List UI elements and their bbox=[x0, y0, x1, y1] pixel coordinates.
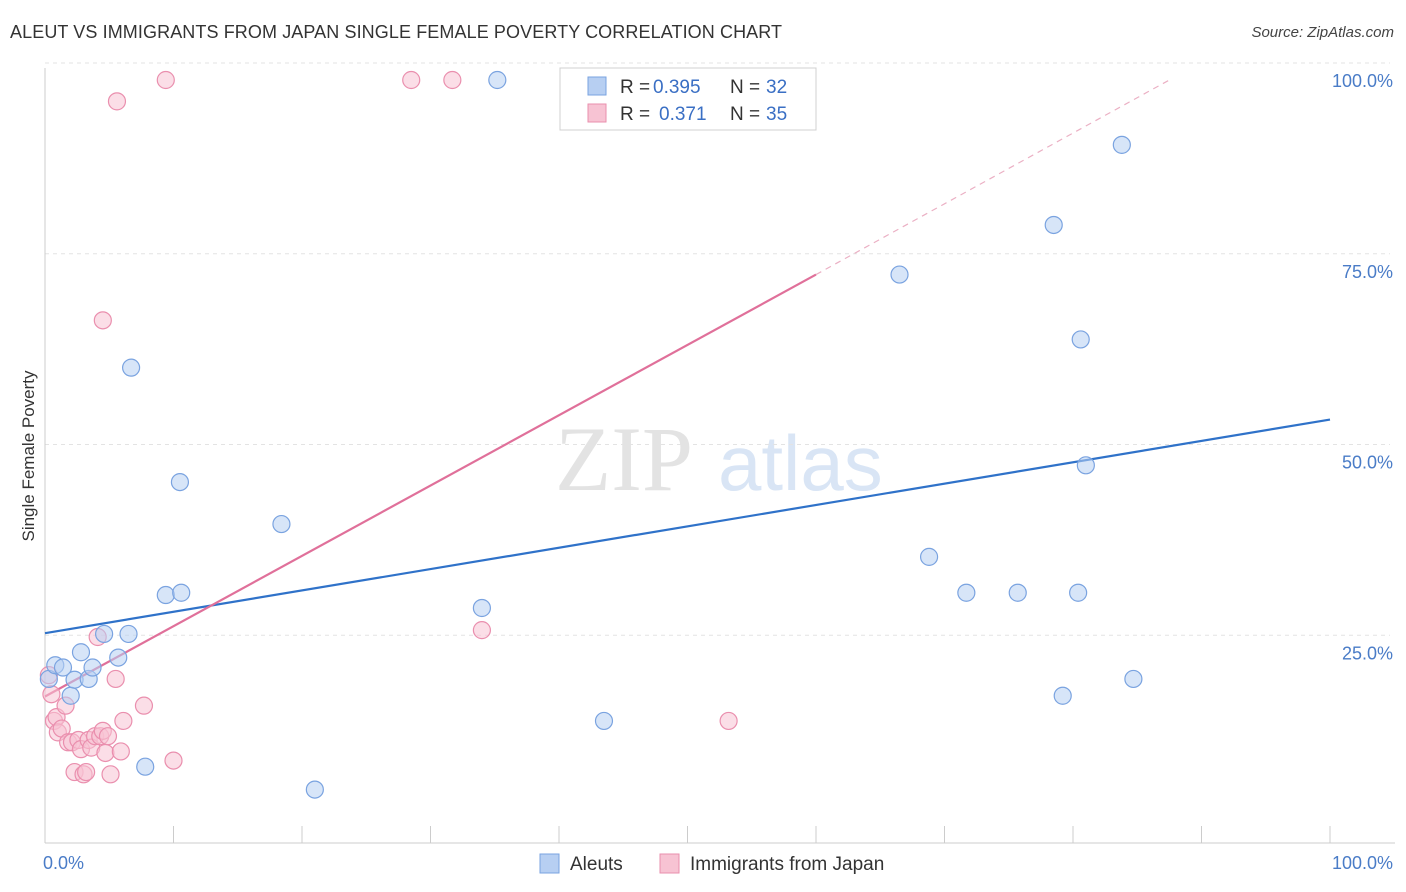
y-tick-label-3: 100.0% bbox=[1332, 71, 1393, 91]
gridlines bbox=[45, 62, 1390, 636]
point-aleuts-19 bbox=[488, 70, 507, 90]
point-aleuts-18 bbox=[472, 598, 491, 618]
point-aleuts-8 bbox=[95, 624, 114, 644]
x-tick-labels: 0.0% 100.0% bbox=[43, 853, 1393, 873]
point-japan-1 bbox=[42, 685, 61, 704]
point-aleuts-15 bbox=[121, 358, 141, 377]
point-aleuts-22 bbox=[1044, 215, 1063, 235]
axes bbox=[44, 68, 1395, 844]
point-aleuts-11 bbox=[136, 757, 155, 776]
point-aleuts-27 bbox=[1053, 686, 1072, 705]
point-aleuts-30 bbox=[1071, 330, 1090, 349]
stats-legend: R = 0.395 N = 32 R = 0.371 N = 35 bbox=[559, 67, 817, 131]
legend-label-aleuts: Aleuts bbox=[570, 854, 623, 875]
trend-line-aleuts bbox=[44, 418, 1331, 635]
point-aleuts-14 bbox=[172, 583, 191, 602]
point-aleuts-7 bbox=[83, 658, 102, 677]
point-aleuts-13 bbox=[170, 473, 190, 492]
point-japan-25 bbox=[114, 711, 133, 731]
stats-n-label-japan: N = bbox=[730, 104, 760, 125]
y-tick-label-1: 50.0% bbox=[1342, 453, 1393, 473]
stats-r-label-japan: R = bbox=[620, 104, 650, 125]
y-tick-labels: 25.0% 50.0% 75.0% 100.0% bbox=[1332, 71, 1393, 663]
point-aleuts-29 bbox=[1124, 669, 1143, 689]
point-aleuts-10 bbox=[119, 624, 138, 644]
stats-r-value-aleuts: 0.395 bbox=[653, 77, 701, 98]
point-japan-32 bbox=[443, 70, 462, 90]
stats-n-label-aleuts: N = bbox=[730, 77, 760, 98]
point-japan-21 bbox=[98, 727, 118, 746]
legend-swatch-japan bbox=[659, 853, 680, 874]
point-aleuts-23 bbox=[919, 547, 939, 566]
legend-label-japan: Immigrants from Japan bbox=[690, 854, 884, 875]
stats-r-label-aleuts: R = bbox=[620, 77, 650, 98]
point-japan-26 bbox=[134, 696, 154, 715]
stats-n-value-aleuts: 32 bbox=[766, 77, 787, 98]
point-aleuts-26 bbox=[1069, 583, 1088, 602]
point-japan-13 bbox=[77, 762, 96, 782]
point-japan-31 bbox=[402, 70, 421, 90]
point-japan-24 bbox=[111, 742, 130, 761]
point-japan-23 bbox=[106, 669, 125, 689]
stats-legend-swatch-aleuts bbox=[587, 76, 607, 96]
point-aleuts-28 bbox=[1076, 456, 1095, 475]
trend-lines bbox=[44, 79, 1331, 698]
point-japan-30 bbox=[156, 70, 175, 90]
y-tick-label-2: 75.0% bbox=[1342, 262, 1393, 282]
point-japan-33 bbox=[472, 621, 491, 640]
point-aleuts-24 bbox=[957, 583, 976, 602]
point-japan-29 bbox=[107, 92, 127, 111]
series-legend: Aleuts Immigrants from Japan bbox=[539, 853, 884, 875]
point-aleuts-5 bbox=[71, 643, 91, 662]
point-aleuts-25 bbox=[1008, 583, 1027, 602]
stats-n-value-japan: 35 bbox=[766, 104, 787, 125]
stats-r-value-japan: 0.371 bbox=[659, 104, 707, 125]
watermark-atlas: atlas bbox=[718, 419, 883, 507]
point-aleuts-3 bbox=[61, 686, 80, 705]
point-aleuts-20 bbox=[594, 711, 614, 731]
point-japan-27 bbox=[164, 751, 183, 770]
point-aleuts-12 bbox=[156, 585, 175, 605]
point-aleuts-21 bbox=[890, 265, 909, 284]
point-aleuts-31 bbox=[1112, 135, 1131, 154]
source-credit: Source: ZipAtlas.com bbox=[1251, 24, 1394, 41]
point-aleuts-17 bbox=[305, 780, 324, 799]
data-points bbox=[39, 70, 1143, 799]
stats-legend-swatch-japan bbox=[587, 103, 607, 123]
watermark-zip: ZIP bbox=[555, 408, 693, 510]
x-tick-label-1: 100.0% bbox=[1332, 853, 1393, 873]
x-tick-label-0: 0.0% bbox=[43, 853, 84, 873]
point-japan-20 bbox=[96, 743, 115, 763]
trend-line-japan-extension bbox=[815, 79, 1170, 276]
point-aleuts-16 bbox=[272, 514, 291, 534]
trend-line-japan bbox=[44, 273, 817, 698]
legend-swatch-aleuts bbox=[539, 853, 560, 874]
point-japan-28 bbox=[93, 311, 112, 330]
chart-title: ALEUT VS IMMIGRANTS FROM JAPAN SINGLE FE… bbox=[10, 22, 783, 42]
point-aleuts-2 bbox=[53, 658, 73, 677]
point-aleuts-9 bbox=[109, 648, 128, 667]
point-japan-22 bbox=[101, 765, 120, 784]
point-japan-34 bbox=[719, 711, 738, 731]
y-tick-label-0: 25.0% bbox=[1342, 643, 1393, 663]
y-axis-label: Single Female Poverty bbox=[19, 370, 38, 542]
